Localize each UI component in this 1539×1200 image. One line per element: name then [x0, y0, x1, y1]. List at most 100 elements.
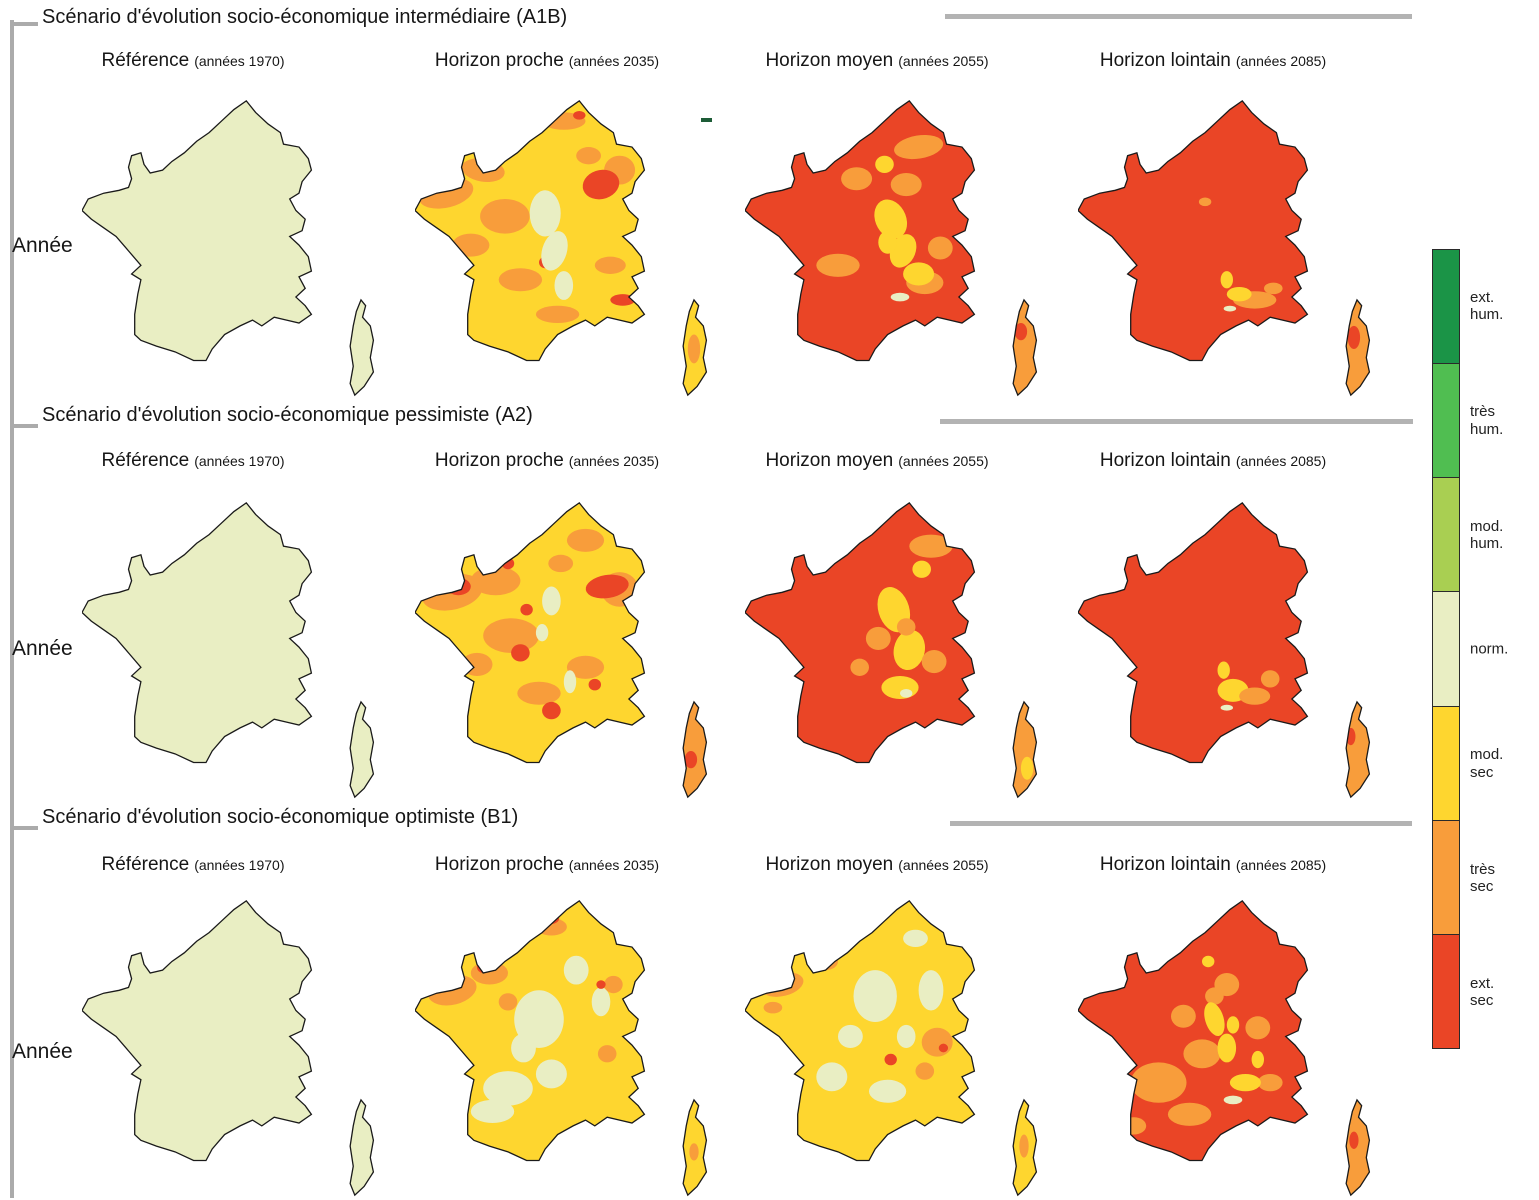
map-outline [1346, 1100, 1369, 1195]
map-outline [415, 101, 644, 361]
scenario-title-a1b: Scénario d'évolution socio-économique in… [42, 6, 568, 28]
map-a2-proche [415, 500, 725, 800]
map-outline [415, 901, 644, 1161]
corsica-fill [683, 701, 707, 798]
scenario-title-b1: Scénario d'évolution socio-économique op… [42, 806, 519, 828]
mainland-fill [1078, 100, 1308, 361]
map-outline [1346, 702, 1369, 797]
mainland-fill [1078, 900, 1308, 1161]
col-header-a1b-lointain: Horizon lointain (années 2085) [1100, 50, 1326, 72]
col-header-subtitle: (années 1970) [194, 857, 285, 873]
bracket-stub [10, 22, 38, 26]
map-a2-reference [82, 500, 392, 800]
col-header-title: Référence [101, 450, 190, 471]
dryness-patches [1217, 661, 1356, 746]
map-outline [82, 901, 311, 1161]
col-header-title: Horizon lointain [1099, 450, 1231, 471]
legend-label-line: ext. [1470, 288, 1495, 306]
col-header-title: Référence [101, 50, 190, 71]
france-map-a2-reference [82, 500, 392, 800]
col-header-title: Horizon lointain [1099, 854, 1231, 875]
col-header-subtitle: (années 2055) [898, 857, 989, 873]
mainland-fill [1078, 502, 1308, 763]
legend-swatch-mod_hum [1433, 478, 1459, 593]
legend-swatch-tres_hum [1433, 364, 1459, 479]
corsica-fill [350, 701, 374, 798]
legend-swatch-tres_sec [1433, 820, 1459, 935]
corsica-fill [1013, 701, 1037, 798]
col-header-a1b-proche: Horizon proche (années 2035) [435, 50, 659, 72]
france-map-a1b-reference [82, 98, 392, 398]
col-header-title: Horizon lointain [1099, 50, 1231, 71]
map-b1-lointain [1078, 898, 1388, 1198]
col-header-subtitle: (années 2035) [568, 453, 660, 469]
map-outline [1078, 503, 1307, 763]
france-map-b1-proche [415, 898, 725, 1198]
legend-label-line: mod. [1470, 746, 1504, 764]
col-header-subtitle: (années 2035) [568, 857, 660, 873]
map-outline [1078, 101, 1307, 361]
row-label-annee-a2: Année [12, 637, 73, 660]
map-a2-moyen [745, 500, 1055, 800]
corsica-fill [1346, 299, 1370, 396]
col-header-a1b-reference: Référence (années 1970) [102, 50, 285, 72]
map-outline [745, 503, 974, 763]
map-b1-reference [82, 898, 392, 1198]
map-outline [82, 503, 311, 763]
legend-label-line: norm. [1470, 640, 1509, 658]
left-bracket-line [10, 20, 14, 1198]
france-map-a2-proche [415, 500, 725, 800]
col-header-title: Horizon moyen [765, 450, 894, 471]
legend-swatch-norm [1433, 592, 1459, 707]
legend-label-tres_sec: très sec [1470, 860, 1495, 895]
corsica-fill [350, 1099, 374, 1196]
col-header-subtitle: (années 1970) [194, 453, 285, 469]
legend-label-line: sec [1470, 991, 1494, 1009]
map-outline [415, 503, 644, 763]
col-header-b1-reference: Référence (années 1970) [102, 854, 285, 876]
france-map-b1-lointain [1078, 898, 1388, 1198]
row-label-annee-a1b: Année [12, 234, 73, 257]
dryness-patches [816, 134, 1028, 341]
col-header-a2-moyen: Horizon moyen (années 2055) [765, 450, 988, 472]
mainland-fill [415, 100, 645, 361]
col-header-title: Horizon proche [434, 50, 564, 71]
map-a1b-moyen [745, 98, 1055, 398]
map-outline [350, 702, 373, 797]
map-outline [350, 300, 373, 395]
legend-label-line: hum. [1470, 534, 1504, 552]
legend-label-line: très [1470, 403, 1496, 421]
map-outline [683, 1100, 706, 1195]
corsica-fill [1013, 299, 1037, 396]
scenario-rule [940, 419, 1413, 424]
map-outline [1013, 1100, 1036, 1195]
bracket-stub [10, 826, 38, 830]
col-header-a2-lointain: Horizon lointain (années 2085) [1100, 450, 1326, 472]
legend-label-ext_hum: ext. hum. [1470, 289, 1503, 324]
col-header-title: Horizon moyen [765, 854, 894, 875]
stray-tick-mark [701, 118, 712, 122]
legend-swatch-ext_hum [1433, 250, 1459, 365]
legend-label-line: mod. [1470, 517, 1504, 535]
col-header-a2-reference: Référence (années 1970) [102, 450, 285, 472]
dryness-patches [850, 534, 1034, 780]
corsica-fill [1346, 1099, 1370, 1196]
col-header-subtitle: (années 2085) [1235, 857, 1327, 873]
col-header-title: Horizon proche [434, 854, 564, 875]
map-b1-moyen [745, 898, 1055, 1198]
dryness-patches [1198, 197, 1361, 349]
map-outline [1013, 300, 1036, 395]
legend-label-mod_sec: mod. sec [1470, 746, 1503, 781]
scenario-title-a2: Scénario d'évolution socio-économique pe… [42, 404, 533, 426]
col-header-subtitle: (années 2055) [898, 453, 989, 469]
france-map-b1-reference [82, 898, 392, 1198]
legend-color-bar [1432, 249, 1460, 1049]
col-header-title: Horizon proche [434, 450, 564, 471]
legend-label-line: sec [1470, 877, 1494, 895]
map-outline [82, 101, 311, 361]
map-outline [683, 300, 706, 395]
col-header-subtitle: (années 2085) [1235, 53, 1327, 69]
col-header-a2-proche: Horizon proche (années 2035) [435, 450, 659, 472]
legend-label-norm: norm. [1470, 640, 1508, 657]
